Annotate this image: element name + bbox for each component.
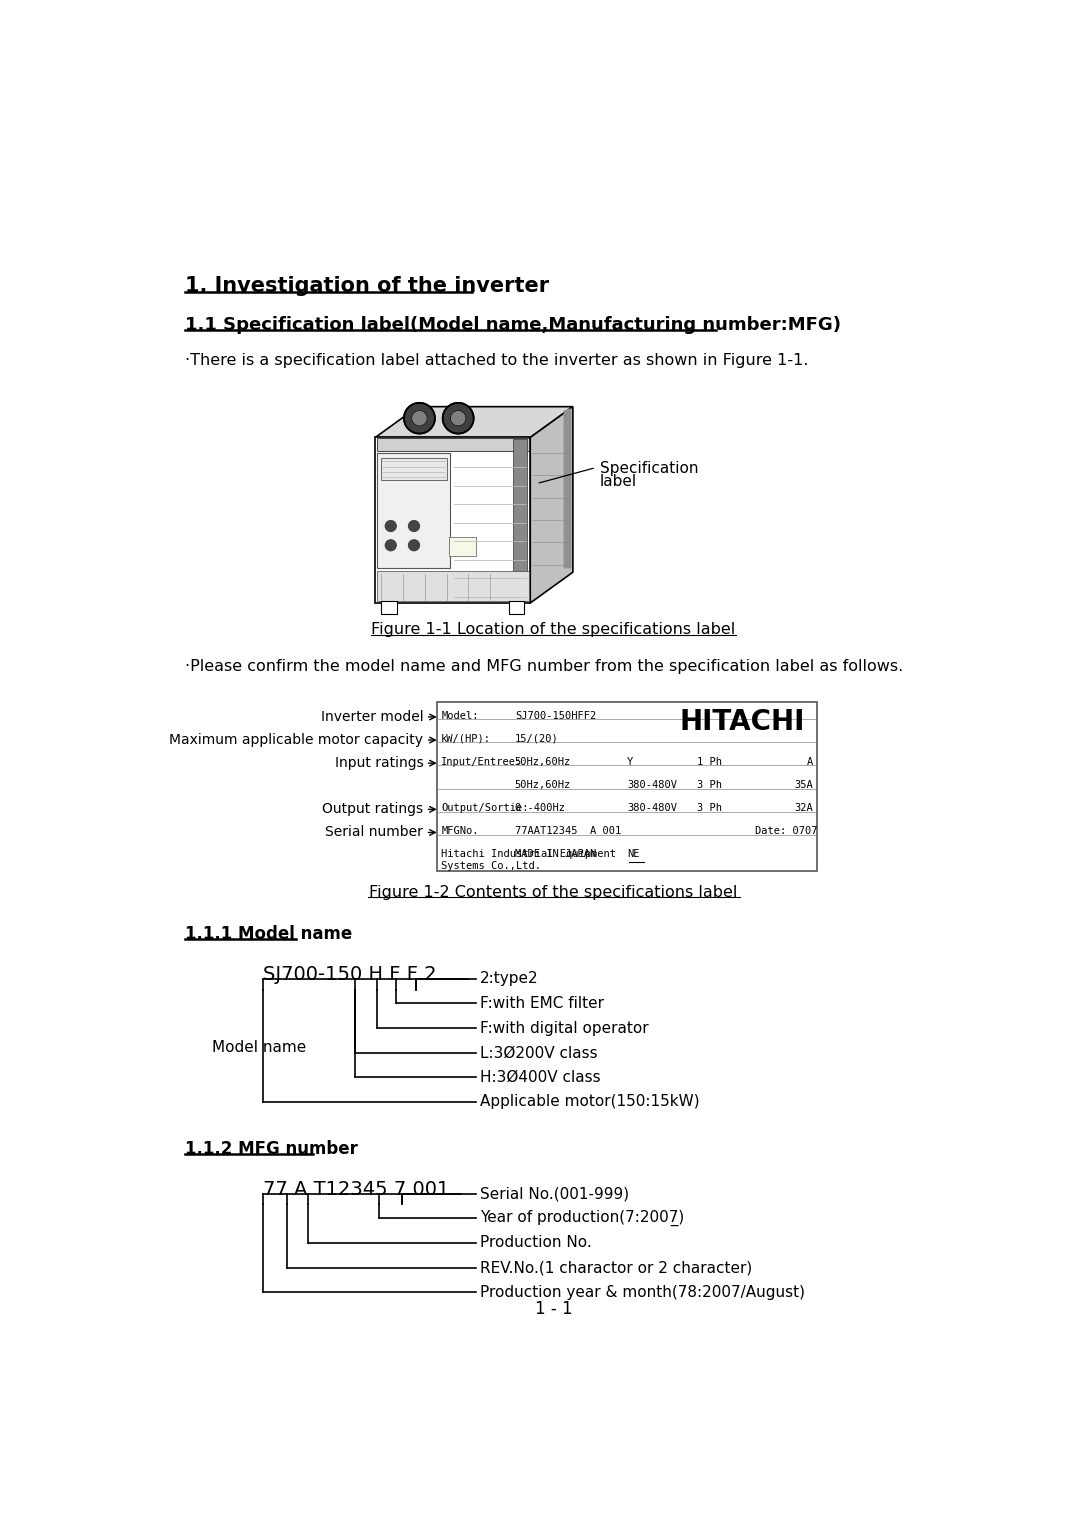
Circle shape [404, 403, 435, 434]
Circle shape [386, 539, 396, 550]
Circle shape [411, 411, 428, 426]
Text: 1.1.2 MFG number: 1.1.2 MFG number [186, 1140, 359, 1158]
Text: 50Hz,60Hz: 50Hz,60Hz [515, 756, 571, 767]
Text: Output ratings: Output ratings [322, 802, 423, 816]
Circle shape [450, 411, 465, 426]
Text: MADE IN JAPAN: MADE IN JAPAN [515, 850, 596, 859]
Text: Figure 1-1 Location of the specifications label: Figure 1-1 Location of the specification… [372, 622, 735, 637]
Text: H:3Ø400V class: H:3Ø400V class [480, 1070, 600, 1085]
Text: 380-480V: 380-480V [627, 804, 677, 813]
Text: Input ratings: Input ratings [335, 756, 423, 770]
Bar [437, 701, 816, 871]
Polygon shape [564, 408, 571, 568]
Text: Model:: Model: [441, 711, 478, 721]
Text: 380-480V: 380-480V [627, 781, 677, 790]
Text: A: A [807, 756, 813, 767]
Text: F:with EMC filter: F:with EMC filter [480, 996, 604, 1012]
Text: Production No.: Production No. [480, 1235, 592, 1250]
Text: REV.No.(1 charactor or 2 character): REV.No.(1 charactor or 2 character) [480, 1261, 752, 1274]
Text: Inverter model: Inverter model [321, 711, 423, 724]
Text: MFGNo.: MFGNo. [441, 827, 478, 836]
Polygon shape [375, 406, 572, 437]
Text: label: label [600, 474, 637, 489]
Text: ·Please confirm the model name and MFG number from the specification label as fo: ·Please confirm the model name and MFG n… [186, 659, 904, 674]
Text: Model name: Model name [213, 1041, 307, 1056]
Bar [381, 602, 397, 614]
Bar [377, 439, 529, 451]
Text: Applicable motor(150:15kW): Applicable motor(150:15kW) [480, 1094, 700, 1109]
Text: 1.1.1 Model name: 1.1.1 Model name [186, 924, 353, 943]
Bar [513, 439, 527, 602]
Bar [509, 602, 524, 614]
Circle shape [408, 539, 419, 550]
Text: Specification: Specification [600, 460, 699, 475]
Bar [375, 437, 530, 604]
Bar [377, 452, 450, 568]
Text: 35A: 35A [795, 781, 813, 790]
Text: 77AAT12345  A 001: 77AAT12345 A 001 [515, 827, 621, 836]
Circle shape [386, 521, 396, 532]
Text: L:3Ø200V class: L:3Ø200V class [480, 1045, 597, 1060]
Text: 15/(20): 15/(20) [515, 733, 558, 744]
Text: Hitachi Industrial Equipment
Systems Co.,Ltd.: Hitachi Industrial Equipment Systems Co.… [441, 850, 616, 871]
Text: Date: 0707: Date: 0707 [755, 827, 818, 836]
Text: Y: Y [627, 756, 633, 767]
Text: 1. Investigation of the inverter: 1. Investigation of the inverter [186, 275, 550, 296]
Text: kW/(HP):: kW/(HP): [441, 733, 491, 744]
Text: Maximum applicable motor capacity: Maximum applicable motor capacity [170, 733, 423, 747]
Text: 77 A T12345 7 001: 77 A T12345 7 001 [262, 1180, 449, 1199]
Text: 1 - 1: 1 - 1 [535, 1300, 572, 1317]
Text: Output/Sortie:: Output/Sortie: [441, 804, 528, 813]
Text: SJ700-150 H F F 2: SJ700-150 H F F 2 [262, 964, 436, 984]
Text: SJ700-150HFF2: SJ700-150HFF2 [515, 711, 596, 721]
Text: Production year & month(78:2007/August): Production year & month(78:2007/August) [480, 1285, 805, 1300]
Text: 32A: 32A [795, 804, 813, 813]
Text: 2:type2: 2:type2 [480, 972, 539, 986]
Text: 3 Ph: 3 Ph [697, 804, 721, 813]
Circle shape [443, 403, 474, 434]
Text: HITACHI: HITACHI [680, 707, 806, 735]
Text: Figure 1-2 Contents of the specifications label: Figure 1-2 Contents of the specification… [369, 885, 738, 900]
Bar [449, 536, 476, 556]
Circle shape [408, 521, 419, 532]
Text: Year of production(7:2007̲): Year of production(7:2007̲) [480, 1210, 684, 1227]
Text: F:with digital operator: F:with digital operator [480, 1021, 648, 1036]
Text: 3 Ph: 3 Ph [697, 781, 721, 790]
Text: 50Hz,60Hz: 50Hz,60Hz [515, 781, 571, 790]
Text: 0 -400Hz: 0 -400Hz [515, 804, 565, 813]
Text: Input/Entree:: Input/Entree: [441, 756, 523, 767]
Bar [377, 570, 529, 602]
Text: Serial No.(001-999): Serial No.(001-999) [480, 1186, 629, 1201]
Text: 1.1 Specification label(Model name,Manufacturing number:MFG): 1.1 Specification label(Model name,Manuf… [186, 316, 841, 333]
Text: ·There is a specification label attached to the inverter as shown in Figure 1-1.: ·There is a specification label attached… [186, 353, 809, 368]
Text: NE: NE [627, 850, 639, 859]
Polygon shape [530, 406, 572, 604]
Bar [380, 458, 446, 480]
Text: 1 Ph: 1 Ph [697, 756, 721, 767]
Text: Serial number: Serial number [325, 825, 423, 839]
